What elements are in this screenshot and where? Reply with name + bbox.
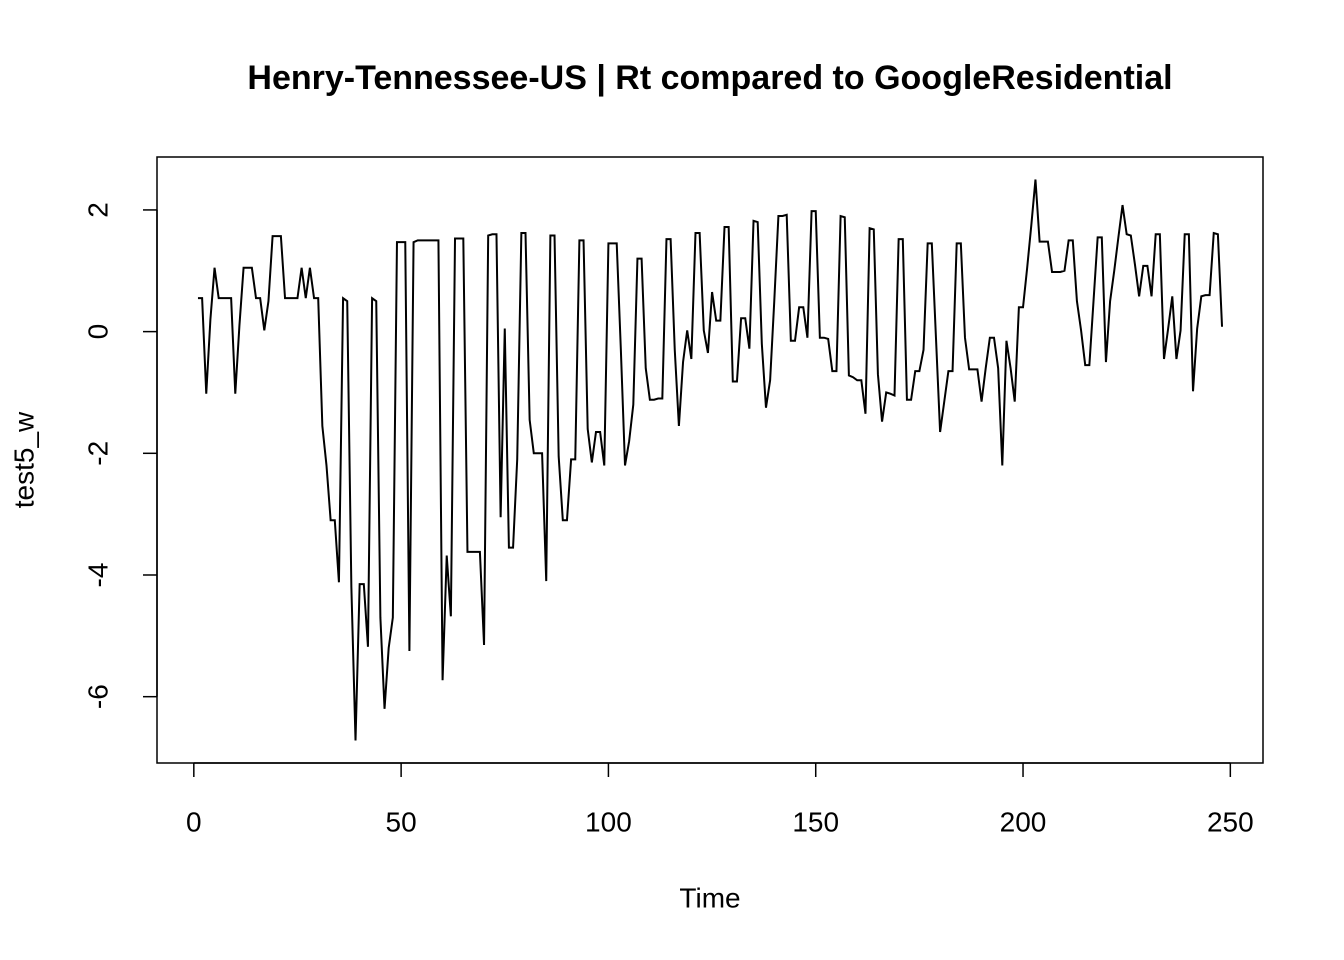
y-axis-label: test5_w (8, 411, 39, 508)
chart-title: Henry-Tennessee-US | Rt compared to Goog… (247, 59, 1172, 97)
x-tick-label: 0 (186, 806, 202, 837)
data-line (197, 179, 1224, 741)
y-tick-label: 2 (82, 202, 113, 218)
x-tick-label: 150 (792, 806, 839, 837)
y-tick-label: 0 (82, 324, 113, 340)
x-tick-label: 100 (585, 806, 632, 837)
y-tick-label: -4 (82, 563, 113, 588)
y-tick-label: -6 (82, 684, 113, 709)
x-tick-label: 50 (386, 806, 417, 837)
x-tick-label: 250 (1207, 806, 1254, 837)
x-axis-label: Time (679, 882, 740, 913)
x-tick-label: 200 (1000, 806, 1047, 837)
y-tick-label: -2 (82, 441, 113, 466)
